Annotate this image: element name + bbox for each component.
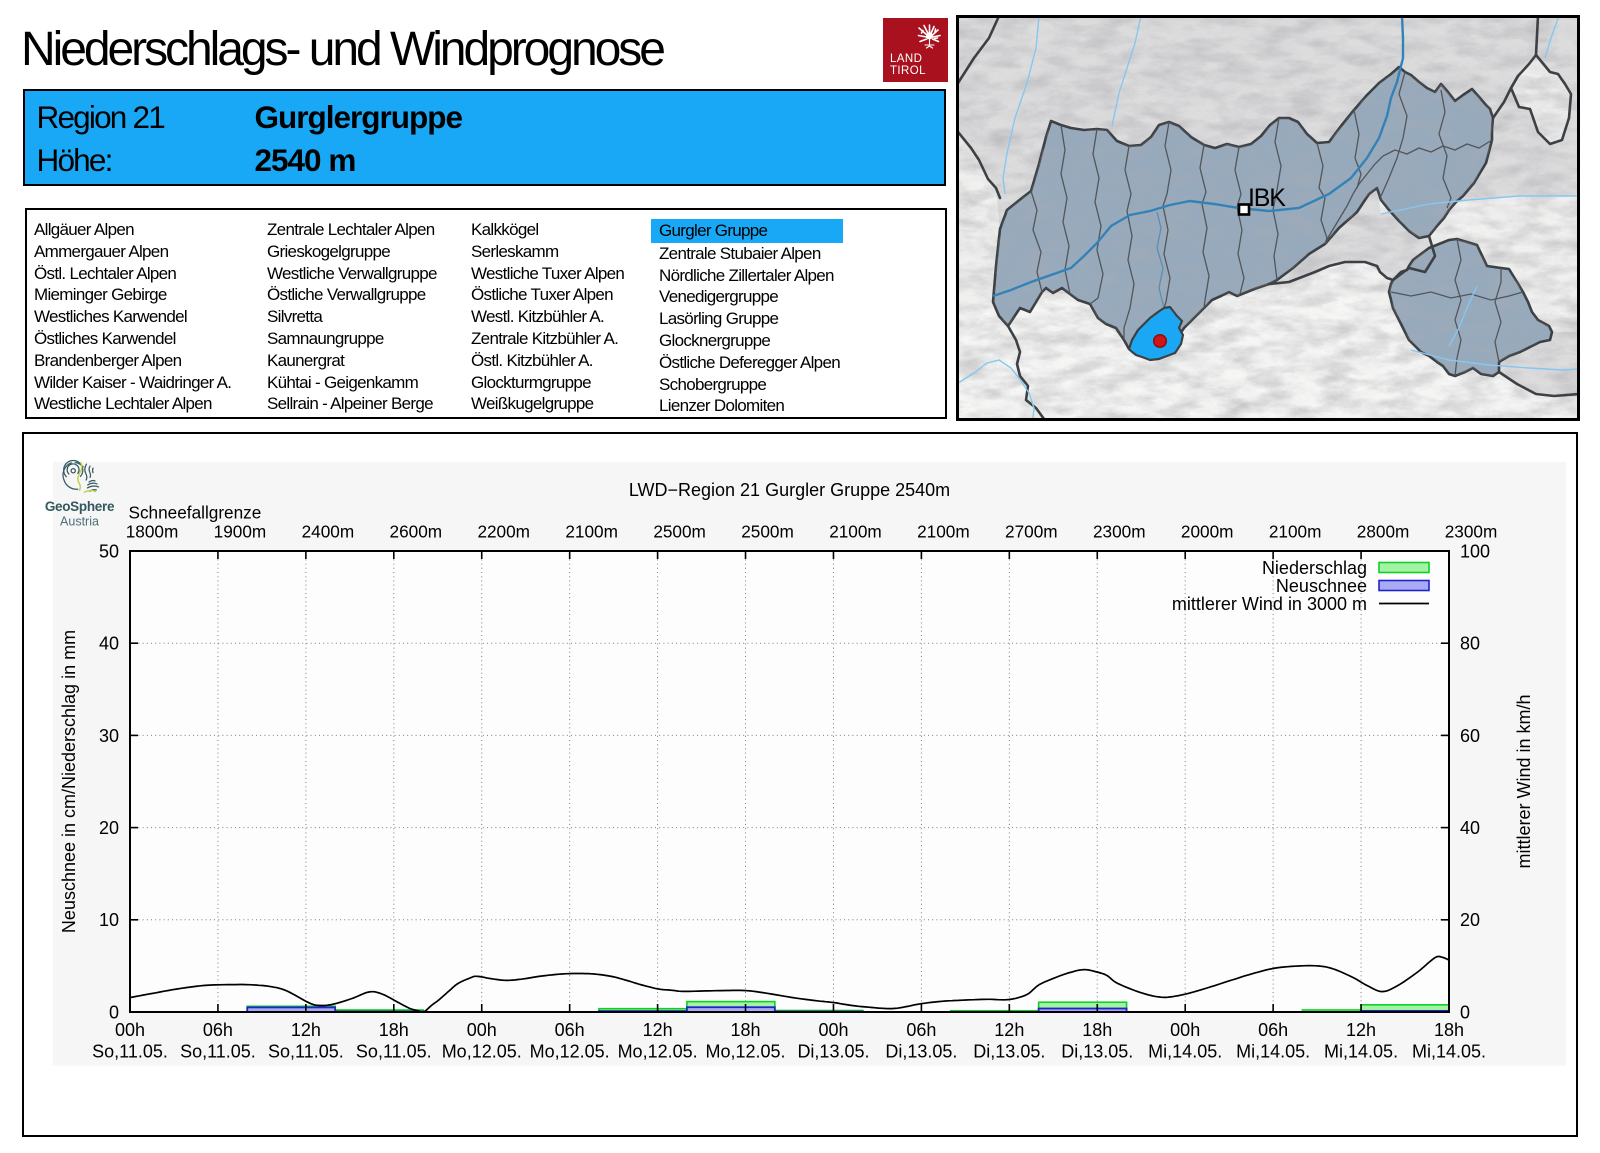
svg-text:18h: 18h [731, 1020, 761, 1040]
svg-text:2000m: 2000m [1181, 522, 1234, 542]
svg-text:2300m: 2300m [1445, 522, 1498, 542]
svg-text:GeoSphere: GeoSphere [45, 499, 115, 514]
svg-text:12h: 12h [643, 1020, 673, 1040]
svg-text:Mi,14.05.: Mi,14.05. [1148, 1042, 1222, 1062]
svg-text:18h: 18h [379, 1020, 409, 1040]
svg-text:LAND: LAND [890, 53, 922, 65]
svg-text:0: 0 [109, 1002, 119, 1022]
svg-text:1800m: 1800m [126, 522, 179, 542]
svg-text:Austria: Austria [60, 515, 99, 529]
svg-text:IBK: IBK [1248, 184, 1286, 212]
svg-text:Schneefallgrenze: Schneefallgrenze [129, 503, 262, 523]
svg-text:So,11.05.: So,11.05. [356, 1042, 432, 1062]
svg-text:10: 10 [99, 910, 119, 930]
svg-text:00h: 00h [467, 1020, 497, 1040]
svg-text:06h: 06h [906, 1020, 936, 1040]
svg-text:2100m: 2100m [565, 522, 618, 542]
svg-text:Di,13.05.: Di,13.05. [885, 1042, 957, 1062]
svg-text:80: 80 [1460, 634, 1480, 654]
svg-text:2500m: 2500m [653, 522, 706, 542]
svg-text:LWD−Region 21 Gurgler Gruppe 2: LWD−Region 21 Gurgler Gruppe 2540m [629, 480, 950, 500]
svg-text:40: 40 [1460, 818, 1480, 838]
svg-text:2400m: 2400m [302, 522, 355, 542]
svg-text:50: 50 [99, 541, 119, 561]
svg-text:Neuschnee: Neuschnee [1276, 576, 1367, 596]
svg-text:60: 60 [1460, 726, 1480, 746]
svg-text:Di,13.05.: Di,13.05. [1061, 1042, 1133, 1062]
svg-text:Di,13.05.: Di,13.05. [973, 1042, 1045, 1062]
svg-text:06h: 06h [555, 1020, 585, 1040]
svg-text:18h: 18h [1082, 1020, 1112, 1040]
svg-text:100: 100 [1460, 541, 1490, 561]
svg-text:2700m: 2700m [1005, 522, 1058, 542]
svg-text:TIROL: TIROL [890, 65, 926, 77]
svg-text:So,11.05.: So,11.05. [180, 1042, 256, 1062]
svg-text:00h: 00h [115, 1020, 145, 1040]
svg-text:30: 30 [99, 726, 119, 746]
svg-text:20: 20 [1460, 910, 1480, 930]
svg-text:2600m: 2600m [390, 522, 443, 542]
svg-text:0: 0 [1460, 1002, 1470, 1022]
svg-text:Mo,12.05.: Mo,12.05. [705, 1042, 785, 1062]
svg-text:20: 20 [99, 818, 119, 838]
svg-text:Mi,14.05.: Mi,14.05. [1324, 1042, 1398, 1062]
svg-text:mittlerer Wind in km/h: mittlerer Wind in km/h [1514, 694, 1534, 868]
svg-text:So,11.05.: So,11.05. [268, 1042, 344, 1062]
svg-text:2200m: 2200m [477, 522, 530, 542]
svg-text:06h: 06h [203, 1020, 233, 1040]
svg-text:mittlerer Wind in 3000 m: mittlerer Wind in 3000 m [1172, 594, 1367, 614]
svg-text:Mi,14.05.: Mi,14.05. [1236, 1042, 1310, 1062]
svg-text:40: 40 [99, 634, 119, 654]
svg-text:Mo,12.05.: Mo,12.05. [442, 1042, 522, 1062]
svg-text:Mo,12.05.: Mo,12.05. [618, 1042, 698, 1062]
svg-text:2300m: 2300m [1093, 522, 1146, 542]
svg-text:So,11.05.: So,11.05. [92, 1042, 168, 1062]
svg-text:Neuschnee in cm/Niederschlag i: Neuschnee in cm/Niederschlag in mm [59, 630, 79, 933]
svg-text:2100m: 2100m [917, 522, 970, 542]
svg-text:12h: 12h [1346, 1020, 1376, 1040]
svg-text:00h: 00h [818, 1020, 848, 1040]
svg-text:1900m: 1900m [214, 522, 267, 542]
svg-text:2800m: 2800m [1357, 522, 1410, 542]
svg-text:2100m: 2100m [829, 522, 882, 542]
svg-text:12h: 12h [291, 1020, 321, 1040]
svg-text:Mi,14.05.: Mi,14.05. [1412, 1042, 1486, 1062]
svg-text:2100m: 2100m [1269, 522, 1322, 542]
svg-text:00h: 00h [1170, 1020, 1200, 1040]
svg-text:Niederschlag: Niederschlag [1262, 558, 1367, 578]
svg-text:06h: 06h [1258, 1020, 1288, 1040]
svg-text:Di,13.05.: Di,13.05. [797, 1042, 869, 1062]
svg-text:Mo,12.05.: Mo,12.05. [530, 1042, 610, 1062]
svg-text:12h: 12h [994, 1020, 1024, 1040]
svg-text:2500m: 2500m [741, 522, 794, 542]
svg-text:18h: 18h [1434, 1020, 1464, 1040]
